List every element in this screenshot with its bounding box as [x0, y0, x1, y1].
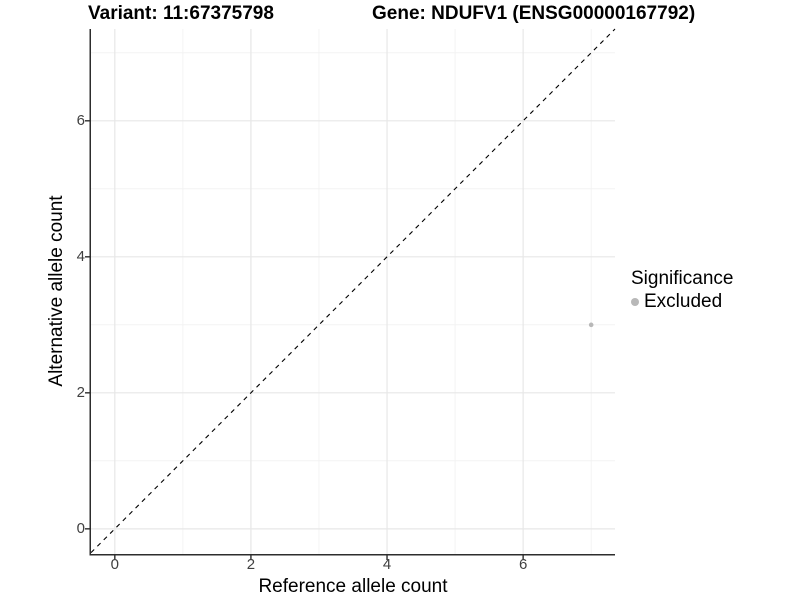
y-tick-label: 4	[76, 247, 85, 265]
legend-item-label: Excluded	[644, 291, 723, 312]
x-tick-label: 2	[246, 556, 256, 573]
legend-key-point-icon	[631, 297, 639, 306]
y-tick-label: 0	[76, 519, 85, 537]
identity-dashed-line	[90, 28, 616, 554]
x-axis-title: Reference allele count	[258, 576, 448, 597]
plot-title-gene: Gene: NDUFV1 (ENSG00000167792)	[372, 3, 696, 24]
plot-title-variant: Variant: 11:67375798	[88, 3, 274, 24]
data-point	[588, 322, 594, 328]
legend-item-excluded: Excluded	[631, 291, 733, 312]
legend: Significance Excluded	[631, 268, 733, 312]
legend-title: Significance	[631, 268, 734, 289]
x-tick-label: 4	[382, 556, 392, 573]
x-tick-label: 6	[518, 556, 528, 573]
x-tick-label: 0	[110, 556, 119, 573]
y-axis-title: Alternative allele count	[46, 195, 67, 387]
y-tick-label: 6	[76, 111, 85, 129]
y-tick-label: 2	[76, 383, 85, 401]
